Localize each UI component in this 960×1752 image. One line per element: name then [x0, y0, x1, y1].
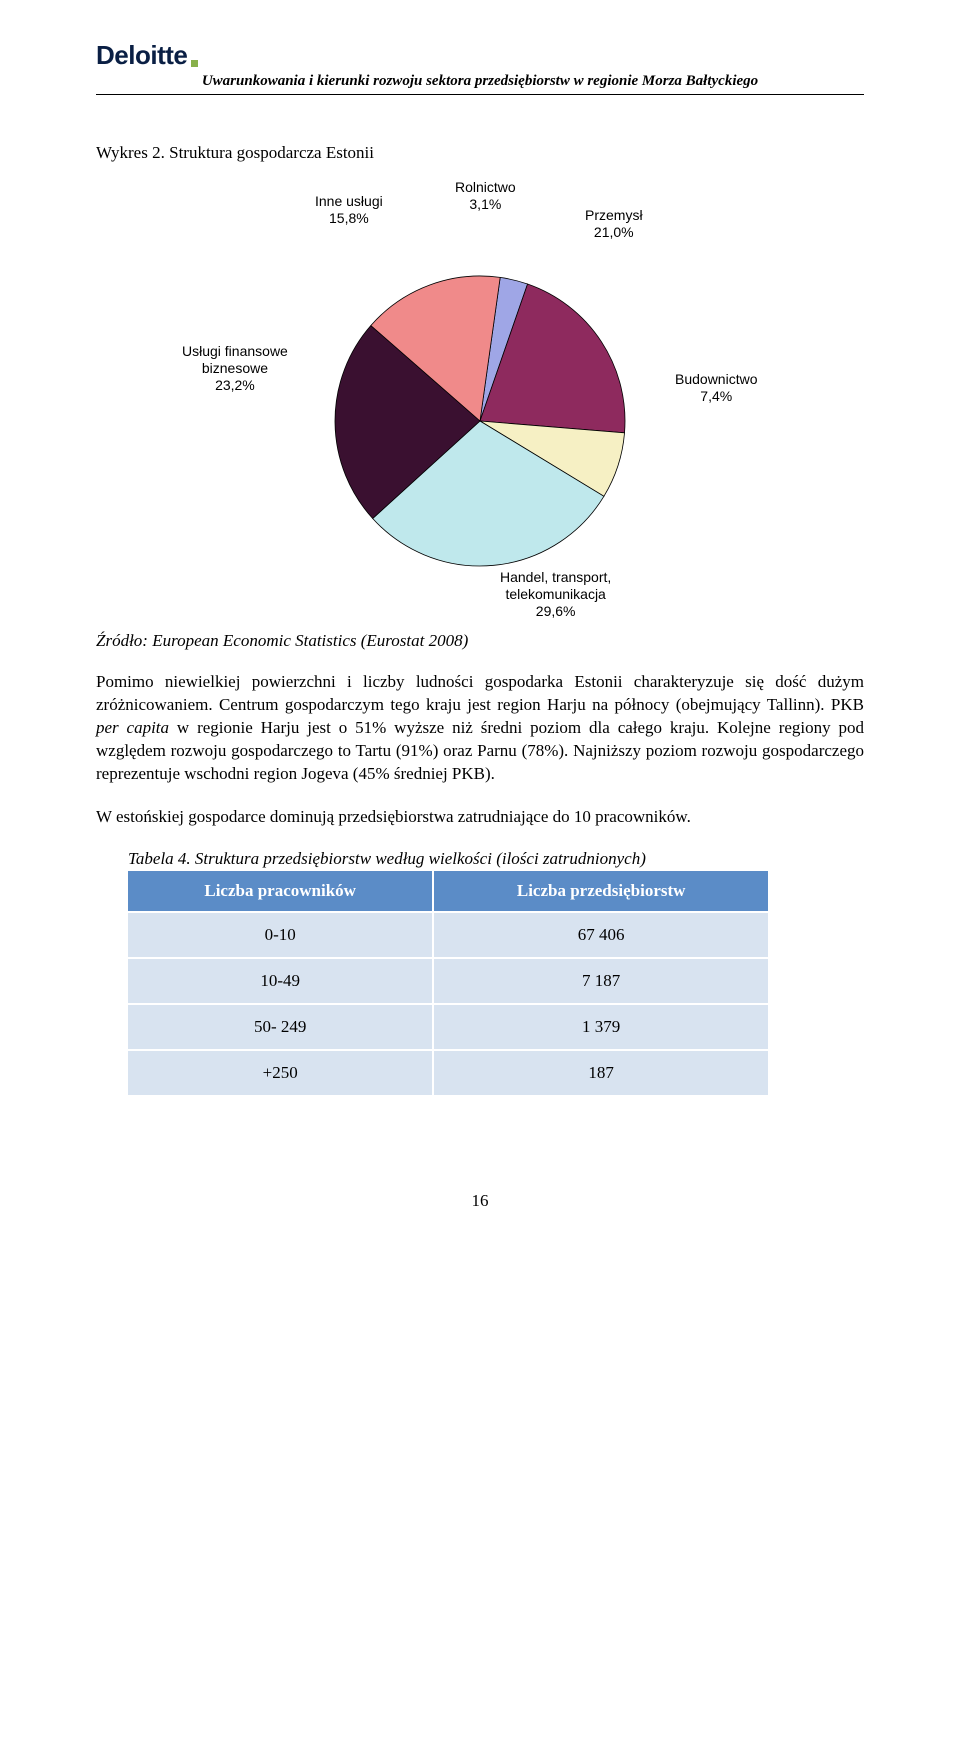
table-head: Liczba pracowników Liczba przedsiębiorst…: [128, 871, 768, 912]
table-row: 50- 249 1 379: [128, 1004, 768, 1050]
cell-employees: +250: [128, 1050, 433, 1095]
table-body: 0-10 67 406 10-49 7 187 50- 249 1 379 +2…: [128, 912, 768, 1095]
para1-part1: Pomimo niewielkiej powierzchni i liczby …: [96, 672, 864, 714]
cell-employees: 10-49: [128, 958, 433, 1004]
cell-enterprises: 1 379: [433, 1004, 768, 1050]
cell-employees: 50- 249: [128, 1004, 433, 1050]
col-header-enterprises: Liczba przedsiębiorstw: [433, 871, 768, 912]
para1-emph: per capita: [96, 718, 169, 737]
cell-enterprises: 187: [433, 1050, 768, 1095]
paragraph-2: W estońskiej gospodarce dominują przedsi…: [96, 806, 864, 829]
table-caption-prefix: Tabela 4.: [128, 849, 195, 868]
pie-chart: Rolnictwo3,1% Przemysł21,0% Budownictwo7,4…: [170, 171, 790, 611]
pie-slice-label: Usługi finansowebiznesowe23,2%: [182, 343, 288, 393]
cell-employees: 0-10: [128, 912, 433, 958]
document-subtitle: Uwarunkowania i kierunki rozwoju sektora…: [96, 73, 864, 90]
table-row: +250 187: [128, 1050, 768, 1095]
header-divider: [96, 94, 864, 95]
figure-caption-prefix: Wykres 2.: [96, 143, 169, 162]
enterprise-size-table: Liczba pracowników Liczba przedsiębiorst…: [128, 871, 768, 1095]
table-row: 10-49 7 187: [128, 958, 768, 1004]
table-caption: Tabela 4. Struktura przedsiębiorstw wedł…: [128, 849, 864, 869]
cell-enterprises: 67 406: [433, 912, 768, 958]
logo-dot-icon: [191, 60, 198, 67]
table-header-row: Liczba pracowników Liczba przedsiębiorst…: [128, 871, 768, 912]
table-row: 0-10 67 406: [128, 912, 768, 958]
pie-slice-label: Budownictwo7,4%: [675, 371, 758, 405]
pie-slice-label: Przemysł21,0%: [585, 207, 643, 241]
source-text: European Economic Statistics (Eurostat 2…: [152, 631, 468, 650]
pie-slice-label: Handel, transport,telekomunikacja29,6%: [500, 569, 611, 619]
pie-slice-label: Rolnictwo3,1%: [455, 179, 516, 213]
brand-logo: Deloitte: [96, 40, 864, 71]
col-header-employees: Liczba pracowników: [128, 871, 433, 912]
pie-slice-label: Inne usługi15,8%: [315, 193, 383, 227]
figure-caption: Wykres 2. Struktura gospodarcza Estonii: [96, 143, 864, 163]
page-number: 16: [96, 1191, 864, 1211]
figure-caption-text: Struktura gospodarcza Estonii: [169, 143, 374, 162]
logo-text: Deloitte: [96, 40, 187, 71]
cell-enterprises: 7 187: [433, 958, 768, 1004]
table-caption-text: Struktura przedsiębiorstw według wielkoś…: [195, 849, 646, 868]
figure-source: Źródło: European Economic Statistics (Eu…: [96, 631, 864, 651]
source-prefix: Źródło:: [96, 631, 152, 650]
para1-part2: w regionie Harju jest o 51% wyższe niż ś…: [96, 718, 864, 783]
paragraph-1: Pomimo niewielkiej powierzchni i liczby …: [96, 671, 864, 786]
